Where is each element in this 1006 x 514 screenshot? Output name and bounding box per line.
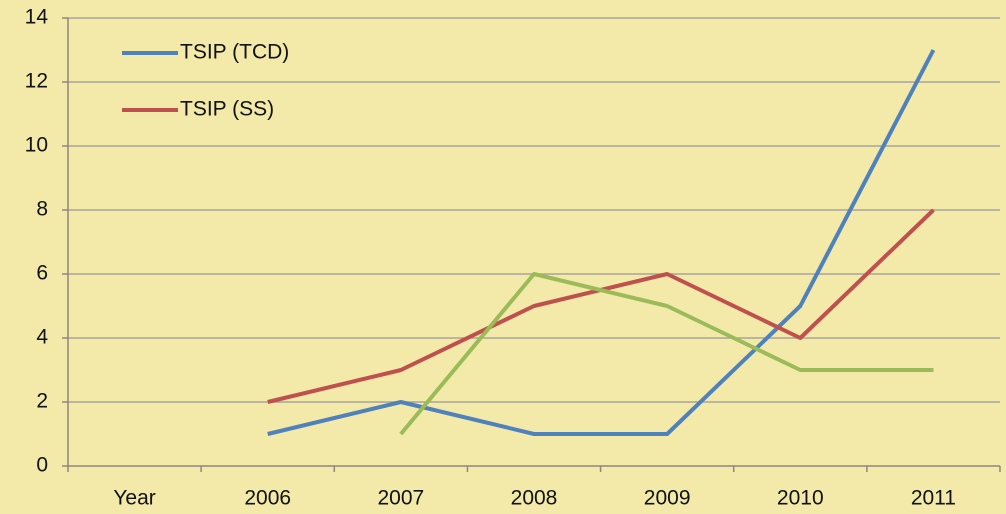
x-tick-label: 2010 <box>777 487 824 510</box>
x-tick-label: 2008 <box>511 487 558 510</box>
y-tick-label: 4 <box>36 326 48 349</box>
x-tick-label: 2011 <box>911 487 956 510</box>
y-tick-label: 10 <box>25 134 48 157</box>
x-tick-label: 2006 <box>244 487 291 510</box>
y-tick-label: 12 <box>25 70 48 93</box>
legend-label: TSIP (TCD) <box>180 41 289 64</box>
legend-label: TSIP (SS) <box>180 98 274 121</box>
y-tick-label: 14 <box>25 6 49 29</box>
y-tick-label: 6 <box>36 262 48 285</box>
x-tick-label: Year <box>113 487 155 510</box>
y-tick-label: 0 <box>36 454 48 477</box>
series-line <box>399 272 934 436</box>
y-tick-label: 2 <box>36 390 48 413</box>
y-tick-label: 8 <box>36 198 48 221</box>
series-line <box>267 49 936 436</box>
x-tick-label: 2007 <box>377 487 424 510</box>
x-tick-label: 2009 <box>644 487 691 510</box>
